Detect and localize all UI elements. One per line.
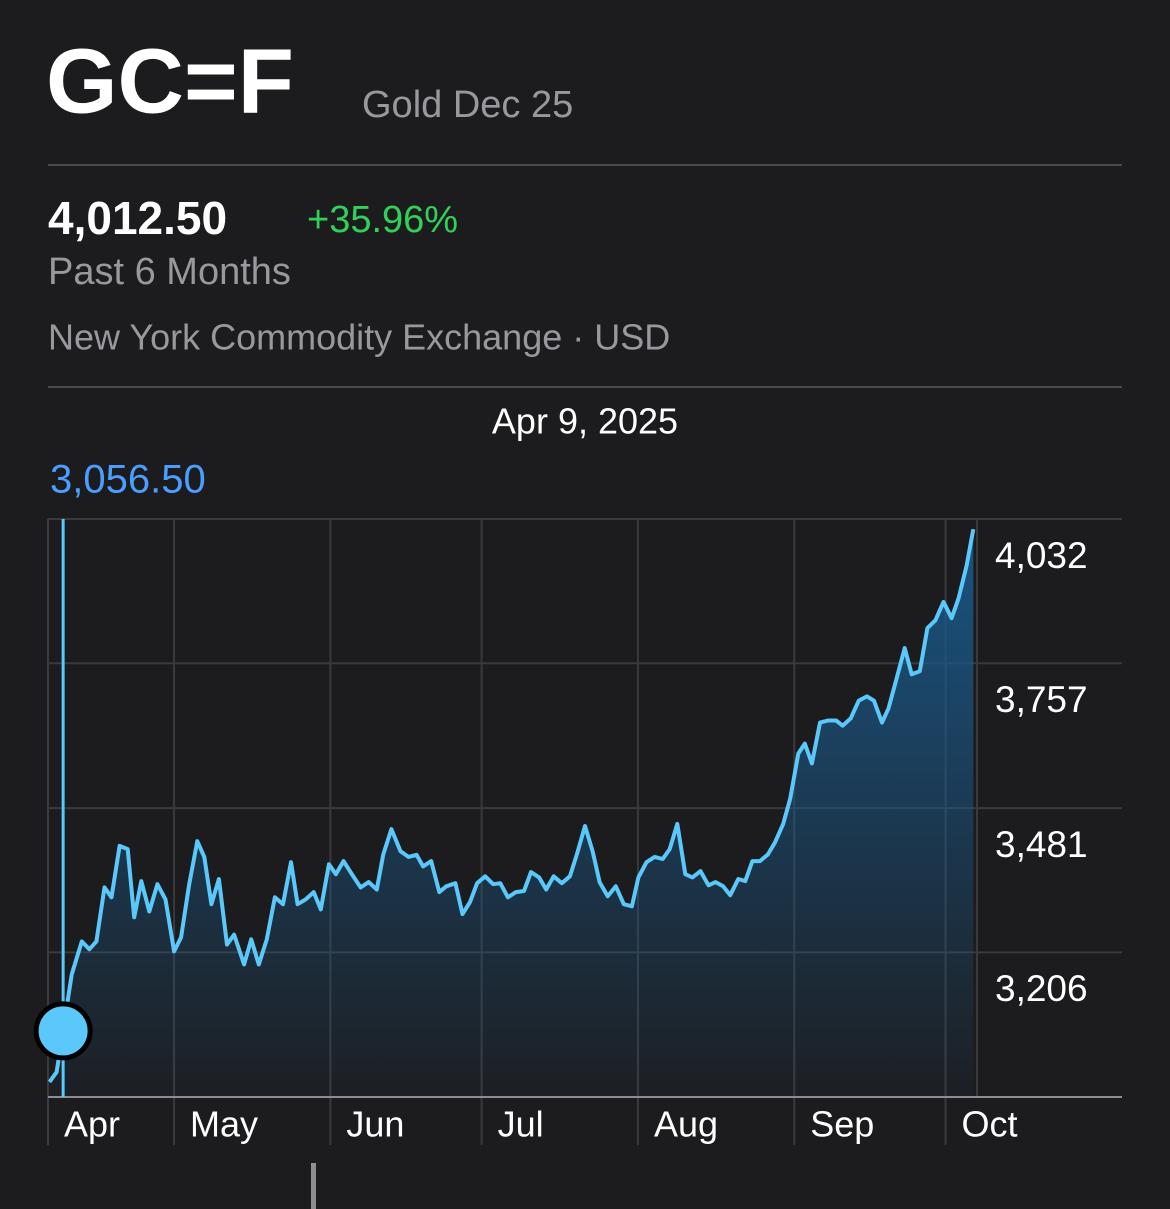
y-tick-label: 3,757: [995, 679, 1088, 720]
period: Past 6 Months: [48, 251, 291, 293]
y-tick-label: 3,481: [995, 824, 1088, 865]
x-tick-label: Apr: [64, 1104, 120, 1145]
x-tick-label: May: [190, 1104, 258, 1145]
exchange: New York Commodity Exchange · USD: [48, 317, 670, 358]
y-tick-label: 3,206: [995, 968, 1088, 1009]
price: 4,012.50: [48, 192, 227, 244]
selected-date: Apr 9, 2025: [492, 401, 678, 442]
scrubber-handle: [311, 1163, 316, 1209]
instrument-name: Gold Dec 25: [362, 84, 573, 126]
x-tick-label: Aug: [654, 1104, 718, 1145]
symbol: GC=F: [46, 30, 294, 132]
y-tick-label: 4,032: [995, 535, 1088, 576]
x-tick-label: Sep: [810, 1104, 874, 1145]
price-line: [47, 528, 976, 1084]
selected-value: 3,056.50: [50, 458, 206, 502]
x-tick-label: Jul: [498, 1104, 544, 1145]
selection-dot: [33, 1001, 93, 1061]
area: [49, 529, 974, 1097]
change: +35.96%: [307, 199, 458, 241]
x-tick-label: Oct: [962, 1104, 1018, 1145]
x-tick-label: Jun: [346, 1104, 404, 1145]
